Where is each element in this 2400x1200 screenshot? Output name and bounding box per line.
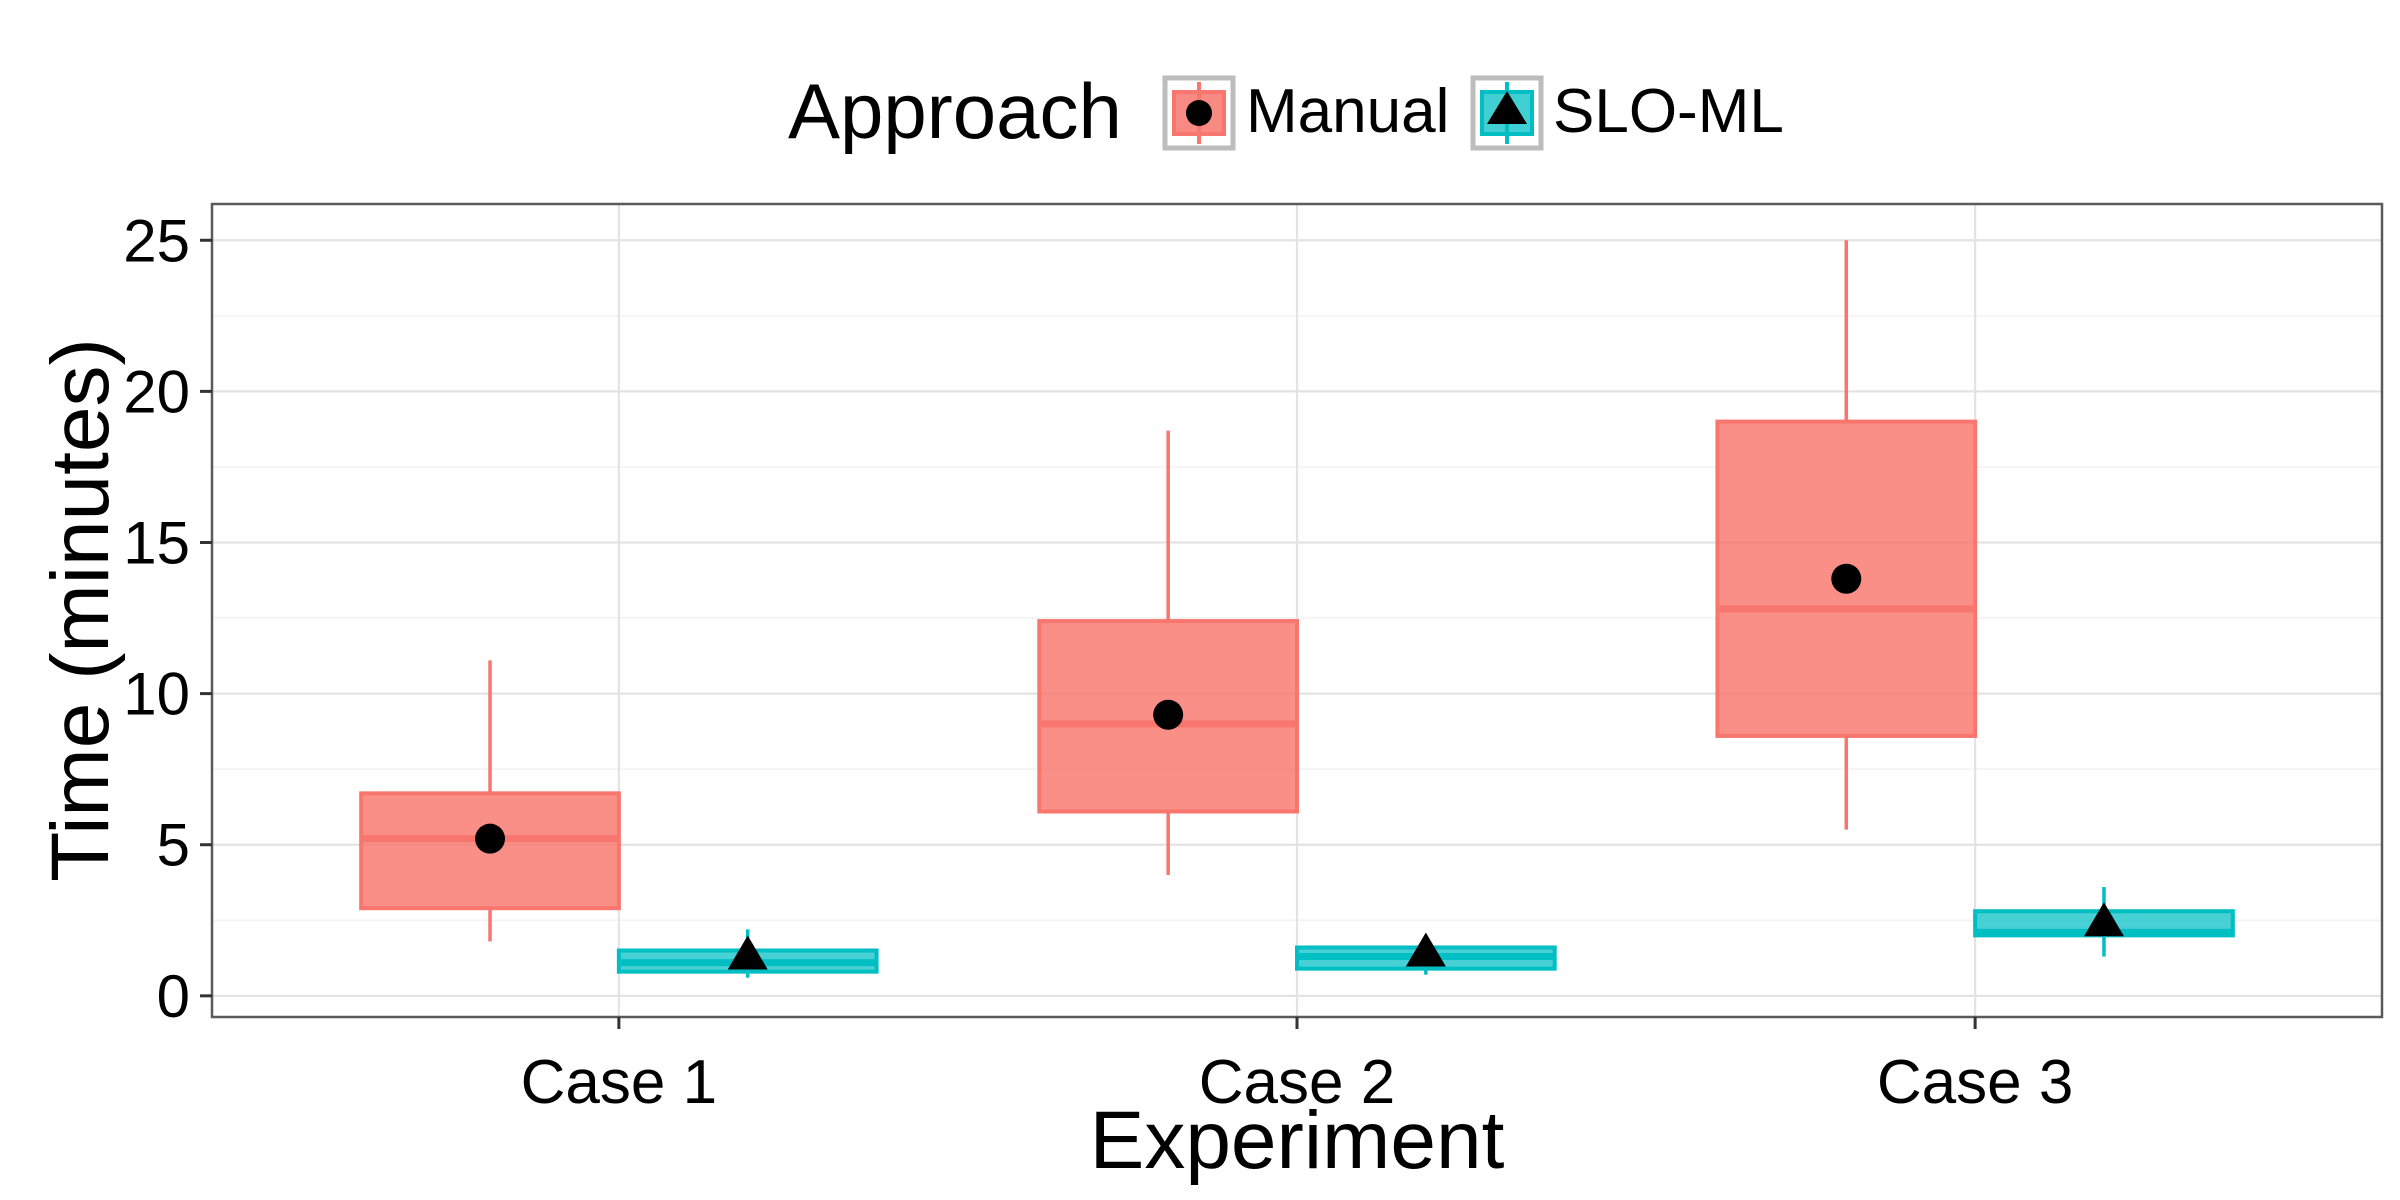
y-axis-title: Time (minutes) — [35, 338, 126, 882]
y-tick-label: 20 — [123, 358, 190, 425]
box-slo-ml-case-2 — [1295, 932, 1557, 975]
box-layer — [359, 240, 2235, 978]
box-slo-ml-case-1 — [616, 929, 879, 978]
legend-key-slo-ml — [1470, 75, 1544, 151]
mean-point — [1405, 932, 1446, 967]
legend-title: Approach — [788, 67, 1122, 155]
grid-lines — [212, 204, 2382, 1017]
y-tick-label: 0 — [157, 963, 190, 1030]
mean-point — [727, 935, 768, 970]
box-manual-case-1 — [359, 660, 621, 942]
mean-point — [1831, 563, 1862, 594]
x-tick-label: Case 3 — [1877, 1048, 2073, 1117]
plot-panel — [210, 202, 2384, 1019]
box-manual-case-2 — [1037, 430, 1299, 875]
box-slo-ml-case-3 — [1973, 887, 2235, 957]
x-tick-label: Case 2 — [1199, 1048, 1395, 1117]
legend-label-slo-ml: SLO-ML — [1553, 77, 1784, 146]
axes: 0 5 10 15 20 25 Case 1 Case 2 Case 3 — [123, 207, 2073, 1117]
mean-point — [475, 823, 506, 854]
y-tick-label: 25 — [123, 207, 190, 274]
legend-key-manual — [1162, 75, 1236, 151]
mean-point — [1153, 699, 1184, 730]
legend-label-manual: Manual — [1246, 77, 1449, 146]
x-axis-title: Experiment — [1090, 1095, 1505, 1186]
box-manual-case-3 — [1715, 240, 1978, 830]
y-tick-label: 10 — [123, 661, 190, 728]
x-tick-label: Case 1 — [521, 1048, 717, 1117]
y-tick-label: 5 — [157, 812, 190, 879]
y-tick-label: 15 — [123, 509, 190, 576]
legend: Approach Manual SLO-ML — [788, 67, 1784, 155]
mean-point — [2083, 902, 2124, 937]
